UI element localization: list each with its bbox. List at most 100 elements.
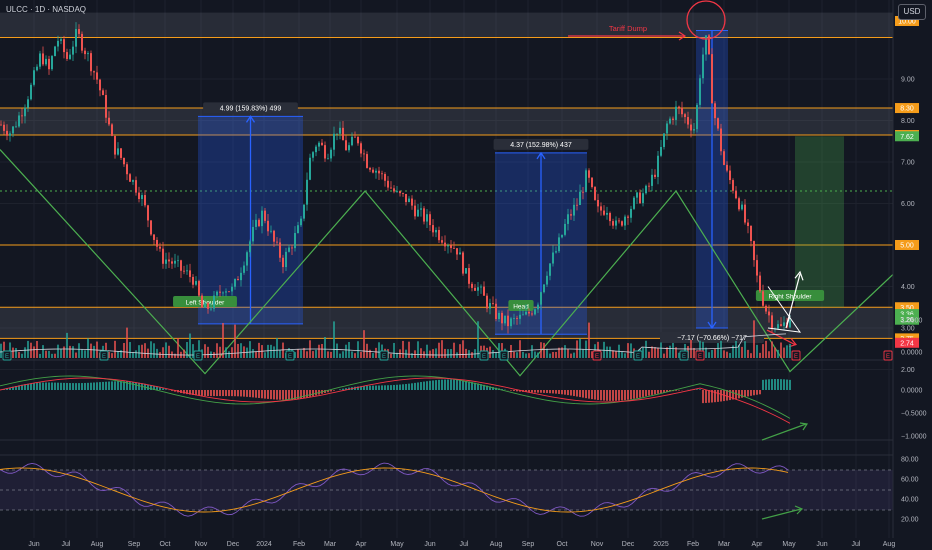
candle-body — [654, 174, 656, 177]
volume-bar — [678, 352, 680, 358]
candle-body — [189, 270, 191, 277]
macd-histogram-bar — [396, 384, 398, 390]
macd-histogram-bar — [108, 381, 110, 390]
candle-body — [75, 29, 77, 47]
volume-bar — [249, 341, 251, 358]
x-tick-label: Feb — [293, 541, 305, 548]
volume-bar — [72, 346, 74, 358]
macd-histogram-bar — [309, 390, 311, 397]
macd-histogram-bar — [78, 383, 80, 390]
macd-histogram-bar — [423, 381, 425, 390]
volume-bar — [411, 353, 413, 358]
volume-bar — [498, 343, 500, 358]
price-tag-label: 8.30 — [900, 106, 914, 113]
macd-histogram-bar — [270, 390, 272, 400]
macd-histogram-bar — [105, 381, 107, 390]
macd-histogram-bar — [210, 390, 212, 397]
x-tick-label: Mar — [324, 541, 337, 548]
macd-histogram-bar — [753, 390, 755, 396]
volume-bar — [525, 353, 527, 358]
volume-bar — [534, 351, 536, 358]
price-tag-bg — [895, 309, 919, 320]
candle-body — [450, 245, 452, 248]
macd-histogram-bar — [633, 390, 635, 399]
volume-bar — [540, 342, 542, 358]
candle-body — [144, 195, 146, 206]
macd-histogram-bar — [477, 383, 479, 390]
candle-body — [384, 174, 386, 181]
macd-histogram-bar — [663, 390, 665, 393]
pane-tick-label: −1.0000 — [901, 434, 927, 441]
volume-bar — [168, 345, 170, 358]
earnings-marker — [379, 350, 389, 361]
candle-body — [690, 124, 692, 131]
candle-body — [627, 216, 629, 218]
macd-histogram-bar — [150, 385, 152, 390]
volume-bar — [216, 343, 218, 358]
candle-body — [174, 260, 176, 264]
candle-body — [180, 260, 182, 271]
measure-label: 4.37 (152.98%) 437 — [510, 142, 572, 149]
candle-body — [255, 219, 257, 227]
macd-histogram-bar — [189, 390, 191, 395]
candle-body — [525, 311, 527, 315]
macd-histogram-bar — [702, 390, 704, 404]
candle-body — [441, 240, 443, 243]
volume-bar — [312, 351, 314, 358]
volume-bar — [60, 348, 62, 358]
volume-bar — [303, 347, 305, 358]
macd-histogram-bar — [711, 390, 713, 403]
macd-histogram-bar — [762, 379, 764, 390]
candle-body — [309, 157, 311, 180]
candle-body — [693, 129, 695, 131]
candle-body — [198, 281, 200, 296]
macd-histogram-bar — [618, 390, 620, 401]
macd-histogram-bar — [417, 382, 419, 390]
volume-bar — [294, 352, 296, 358]
earnings-marker — [2, 350, 12, 361]
candle-body — [69, 54, 71, 59]
macd-histogram-bar — [621, 390, 623, 401]
macd-histogram-bar — [729, 390, 731, 401]
macd-histogram-bar — [258, 390, 260, 398]
macd-histogram-bar — [651, 390, 653, 395]
macd-histogram-bar — [369, 385, 371, 390]
macd-histogram-bar — [186, 390, 188, 395]
candle-body — [135, 180, 137, 193]
currency-button[interactable]: USD — [898, 4, 926, 20]
x-tick-label: Jun — [424, 541, 435, 548]
candle-body — [237, 279, 239, 281]
macd-histogram-bar — [444, 379, 446, 390]
candle-body — [54, 46, 56, 57]
candle-body — [387, 180, 389, 188]
volume-bar — [315, 349, 317, 358]
candle-body — [231, 286, 233, 292]
macd-histogram-bar — [699, 389, 701, 390]
volume-bar — [666, 347, 668, 358]
rsi-divergence-arrow — [761, 508, 802, 520]
x-tick-label: Jul — [62, 541, 71, 548]
volume-bar — [120, 350, 122, 358]
macd-histogram-bar — [573, 390, 575, 397]
volume-bar — [81, 349, 83, 358]
macd-histogram-bar — [135, 382, 137, 390]
volume-bar — [393, 342, 395, 358]
volume-bar — [27, 340, 29, 358]
candle-body — [741, 204, 743, 210]
candle-body — [783, 322, 785, 326]
earnings-marker-label: E — [502, 354, 506, 360]
candle-body — [702, 54, 704, 79]
price-axis-bg — [893, 0, 932, 550]
pane-tick-label: 60.00 — [901, 477, 919, 484]
volume-bar — [339, 353, 341, 358]
price-tag-bg — [895, 103, 919, 114]
earnings-marker — [695, 350, 705, 361]
volume-bar — [723, 350, 725, 358]
macd-histogram-bar — [231, 390, 233, 397]
macd-histogram-bar — [603, 390, 605, 401]
candle-body — [453, 247, 455, 249]
candle-body — [780, 324, 782, 326]
candle-body — [78, 29, 80, 34]
volume-bar — [729, 353, 731, 358]
